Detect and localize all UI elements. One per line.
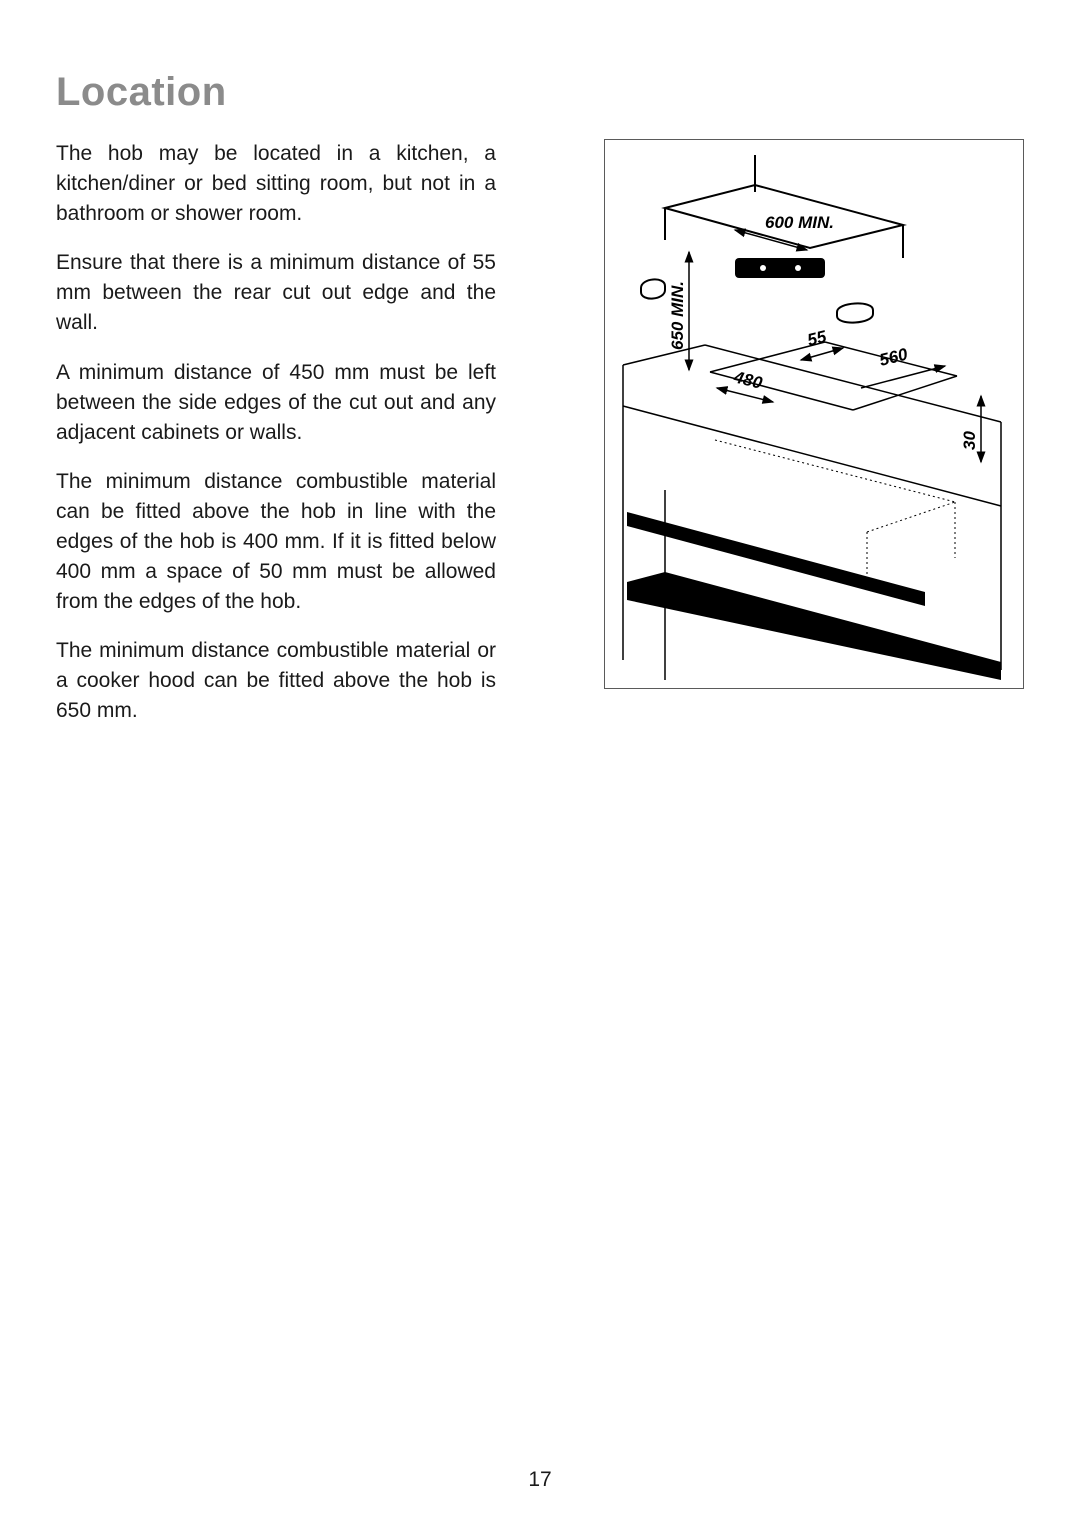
text-column: The hob may be located in a kitchen, a k… [56, 139, 496, 746]
dim-560-label: 560 [877, 344, 910, 369]
paragraph: A minimum distance of 450 mm must be lef… [56, 358, 496, 447]
section-heading: Location [56, 70, 1024, 115]
paragraph: Ensure that there is a minimum distance … [56, 248, 496, 337]
paragraph: The minimum distance combustible materia… [56, 636, 496, 725]
dim-600-label: 600 MIN. [765, 213, 834, 232]
dim-55-label: 55 [805, 327, 828, 350]
paragraph: The hob may be located in a kitchen, a k… [56, 139, 496, 228]
dim-650-label: 650 MIN. [668, 281, 687, 350]
dim-480-label: 480 [731, 367, 765, 393]
installation-diagram: 600 MIN. 650 MIN. [604, 139, 1024, 689]
paragraph: The minimum distance combustible materia… [56, 467, 496, 616]
dim-30-label: 30 [960, 431, 979, 450]
page-number: 17 [0, 1468, 1080, 1492]
